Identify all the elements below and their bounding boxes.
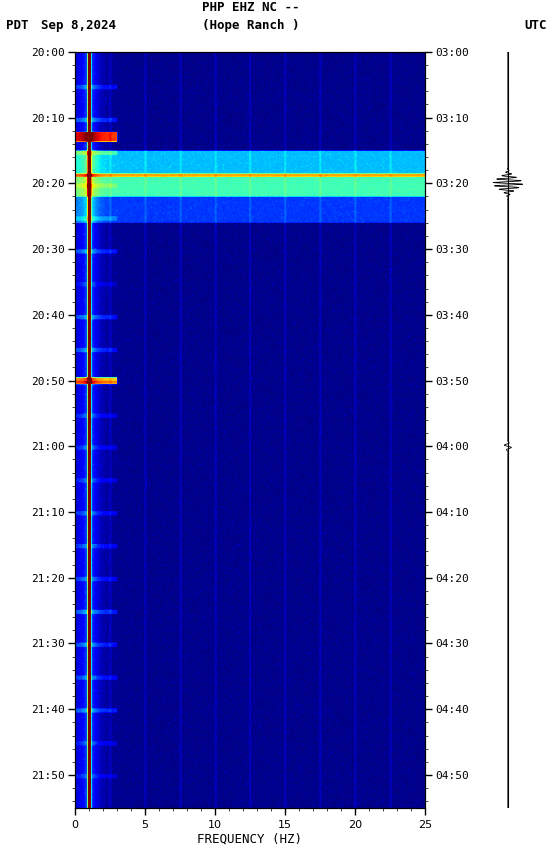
Text: PHP EHZ NC --: PHP EHZ NC --	[203, 1, 300, 15]
X-axis label: FREQUENCY (HZ): FREQUENCY (HZ)	[197, 832, 302, 845]
Text: (Hope Ranch ): (Hope Ranch )	[203, 19, 300, 33]
Text: PDT: PDT	[6, 19, 28, 33]
Text: UTC: UTC	[524, 19, 546, 33]
Text: Sep 8,2024: Sep 8,2024	[41, 19, 116, 33]
